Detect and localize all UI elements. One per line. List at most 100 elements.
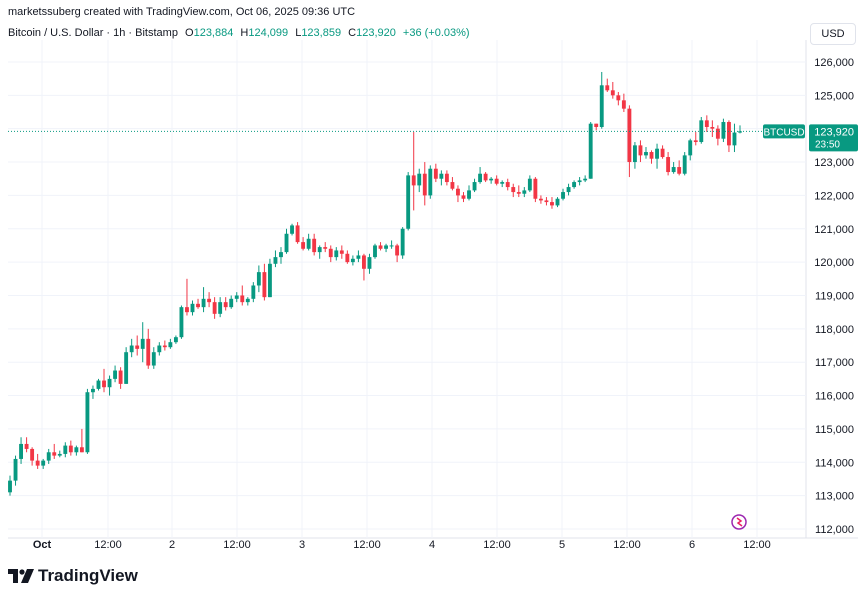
candle-body — [682, 155, 687, 174]
x-tick-label: 4 — [429, 539, 435, 551]
symbol-tag-text: BTCUSD — [763, 127, 804, 138]
close-label: C — [348, 27, 357, 39]
x-tick-label: 3 — [299, 539, 305, 551]
candle-body — [356, 255, 361, 259]
candle-body — [627, 108, 632, 163]
close-value: 123,920 — [356, 27, 396, 39]
candle-body — [389, 245, 394, 247]
candle-body — [378, 245, 383, 249]
candle-body — [96, 380, 101, 389]
candle-body — [328, 248, 333, 258]
candle-body — [406, 175, 411, 229]
candle-body — [572, 182, 577, 188]
candle-body — [240, 295, 245, 303]
y-tick-label: 113,000 — [815, 491, 854, 503]
y-tick-label: 114,000 — [815, 457, 854, 469]
x-tick-label: 12:00 — [613, 539, 641, 551]
candle-body — [173, 337, 178, 343]
candle-body — [660, 148, 665, 158]
open-value: 123,884 — [193, 27, 234, 39]
candle-body — [74, 447, 79, 453]
candle-body — [151, 352, 156, 366]
tradingview-logo-text: TradingView — [38, 566, 138, 585]
candle-body — [129, 345, 134, 353]
candle-body — [616, 95, 621, 101]
candle-body — [91, 388, 95, 393]
candle-body — [456, 188, 460, 196]
y-tick-label: 116,000 — [815, 391, 854, 403]
candle-body — [140, 338, 145, 349]
candle-body — [46, 452, 51, 461]
x-tick-label: Oct — [33, 539, 52, 551]
candle-body — [218, 302, 223, 314]
currency-button[interactable]: USD — [810, 23, 856, 45]
candle-body — [57, 453, 62, 456]
candle-body — [317, 247, 322, 253]
candle-body — [190, 303, 195, 313]
y-tick-label: 115,000 — [815, 424, 854, 436]
candle-body — [599, 85, 604, 128]
candle-body — [267, 263, 272, 298]
candle-body — [290, 225, 294, 234]
candle-body — [395, 245, 400, 256]
candle-body — [450, 182, 455, 189]
candle-body — [362, 255, 366, 269]
candle-body — [162, 345, 167, 348]
candle-body — [555, 198, 560, 206]
candle-body — [444, 173, 449, 183]
candle-body — [245, 298, 250, 303]
symbol-tag — [763, 124, 805, 139]
candle-body — [229, 298, 234, 308]
candle-body — [79, 447, 84, 453]
candle-body — [384, 245, 388, 249]
x-tick-label: 2 — [169, 539, 175, 551]
candle-body — [732, 132, 737, 146]
candle-body — [433, 168, 438, 179]
high-label: H — [240, 27, 249, 39]
low-value: 123,859 — [301, 27, 342, 39]
candle-body — [610, 90, 615, 96]
candle-body — [201, 298, 206, 308]
candle-body — [19, 443, 23, 459]
y-tick-label: 119,000 — [815, 290, 854, 302]
candle-body — [544, 200, 549, 203]
y-tick-label: 123,000 — [814, 157, 854, 169]
candle-body — [422, 173, 427, 196]
candle-body — [411, 175, 416, 186]
y-tick-label: 122,000 — [814, 190, 854, 202]
candle-body — [677, 167, 682, 174]
event-marker-bolt-icon — [736, 517, 743, 527]
symbol-name: Bitcoin / U.S. Dollar · 1h · Bitstamp — [8, 27, 178, 39]
x-tick-label: 5 — [559, 539, 565, 551]
candle-body — [262, 272, 267, 298]
candle-body — [649, 152, 654, 159]
candle-body — [107, 378, 112, 388]
candle-body — [483, 173, 488, 181]
candle-body — [157, 345, 162, 353]
y-tick-label: 125,000 — [814, 90, 854, 102]
candle-body — [527, 178, 532, 191]
y-tick-label: 120,000 — [814, 257, 854, 269]
candle-body — [494, 178, 499, 184]
candle-body — [284, 233, 289, 253]
countdown-text: 23:50 — [815, 139, 840, 150]
event-marker-icon — [731, 514, 747, 530]
candle-body — [279, 252, 283, 258]
candle-body — [688, 140, 693, 156]
candle-body — [621, 100, 626, 109]
candle-body — [605, 85, 610, 91]
candle-body — [223, 302, 228, 308]
candle-body — [655, 148, 659, 159]
candle-body — [63, 445, 68, 454]
candle-body — [417, 173, 422, 186]
candlestick-chart[interactable]: 112,000 113,000 114,000 115,000 116,000 117,0… — [0, 0, 868, 560]
candle-body — [168, 342, 173, 348]
x-tick-label: 12:00 — [94, 539, 122, 551]
candle-body — [472, 182, 477, 191]
candle-body — [710, 127, 715, 129]
candle-body — [113, 370, 118, 379]
last-price-tag — [809, 124, 858, 152]
y-tick-label: 118,000 — [815, 324, 854, 336]
candle-body — [505, 182, 510, 188]
tradingview-logo: TradingView — [8, 566, 138, 586]
